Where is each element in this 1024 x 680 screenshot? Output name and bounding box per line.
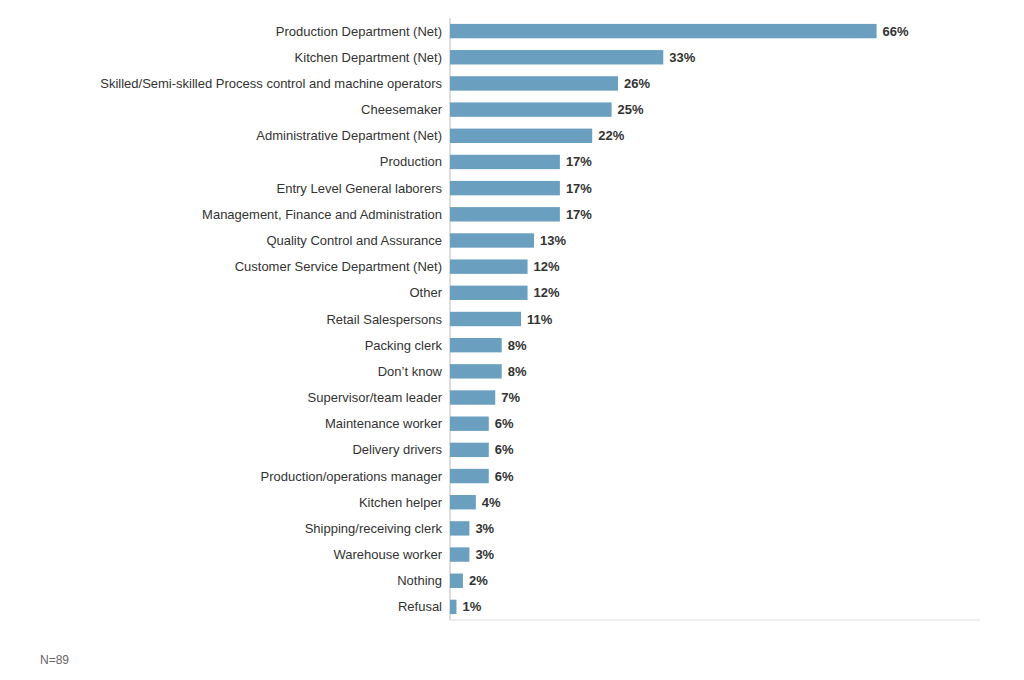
data-label: 22% <box>598 128 624 143</box>
bar <box>450 547 469 561</box>
bar <box>450 364 502 378</box>
bar <box>450 416 489 430</box>
bar <box>450 286 528 300</box>
data-label: 17% <box>566 181 592 196</box>
data-labels: 66%33%26%25%22%17%17%17%13%12%12%11%8%8%… <box>462 24 909 615</box>
data-label: 6% <box>495 442 514 457</box>
bars <box>450 24 877 614</box>
data-label: 13% <box>540 233 566 248</box>
annotation: N=89 <box>40 653 69 667</box>
bar <box>450 390 495 404</box>
category-label: Cheesemaker <box>361 102 443 117</box>
category-label: Packing clerk <box>365 338 443 353</box>
bar <box>450 443 489 457</box>
data-label: 66% <box>883 24 909 39</box>
data-label: 26% <box>624 76 650 91</box>
data-label: 12% <box>534 259 560 274</box>
data-label: 8% <box>508 338 527 353</box>
bar <box>450 600 456 614</box>
bar <box>450 259 528 273</box>
category-label: Supervisor/team leader <box>308 390 443 405</box>
y-tick-labels: Production Department (Net) Kitchen Depar… <box>100 24 442 615</box>
category-label: Customer Service Department (Net) <box>235 259 442 274</box>
plot-area <box>450 18 980 620</box>
category-label: Shipping/receiving clerk <box>305 521 443 536</box>
bar <box>450 102 612 116</box>
bar <box>450 521 469 535</box>
category-label: Production <box>380 154 442 169</box>
category-label: Production Department (Net) <box>276 24 442 39</box>
bar <box>450 24 877 38</box>
data-label: 8% <box>508 364 527 379</box>
category-label: Warehouse worker <box>333 547 442 562</box>
category-label: Entry Level General laborers <box>277 181 443 196</box>
data-label: 33% <box>669 50 695 65</box>
data-label: 17% <box>566 154 592 169</box>
bar <box>450 155 560 169</box>
category-label: Don’t know <box>378 364 443 379</box>
category-label: Maintenance worker <box>325 416 443 431</box>
category-label: Management, Finance and Administration <box>202 207 442 222</box>
bar <box>450 312 521 326</box>
bar <box>450 129 592 143</box>
data-label: 1% <box>462 599 481 614</box>
category-label: Delivery drivers <box>352 442 442 457</box>
bar <box>450 76 618 90</box>
bar <box>450 338 502 352</box>
data-label: 11% <box>527 312 553 327</box>
bar <box>450 207 560 221</box>
chart-container: Production Department (Net) Kitchen Depar… <box>0 0 1024 680</box>
category-label: Refusal <box>398 599 442 614</box>
data-label: 2% <box>469 573 488 588</box>
category-label: Retail Salespersons <box>326 312 442 327</box>
x-axis-line <box>450 620 980 621</box>
data-label: 12% <box>534 285 560 300</box>
data-label: 6% <box>495 416 514 431</box>
data-label: 17% <box>566 207 592 222</box>
category-label: Quality Control and Assurance <box>266 233 442 248</box>
category-label: Kitchen Department (Net) <box>295 50 442 65</box>
bar <box>450 50 663 64</box>
bar <box>450 469 489 483</box>
category-label: Production/operations manager <box>261 469 443 484</box>
bar <box>450 574 463 588</box>
bar <box>450 495 476 509</box>
category-label: Skilled/Semi-skilled Process control and… <box>100 76 442 91</box>
data-label: 7% <box>501 390 520 405</box>
chart-svg: Production Department (Net) Kitchen Depar… <box>0 0 1024 680</box>
data-label: 25% <box>618 102 644 117</box>
data-label: 3% <box>475 547 494 562</box>
bar <box>450 181 560 195</box>
category-label: Other <box>409 285 442 300</box>
data-label: 3% <box>475 521 494 536</box>
data-label: 4% <box>482 495 501 510</box>
bar <box>450 233 534 247</box>
category-label: Kitchen helper <box>359 495 443 510</box>
category-label: Administrative Department (Net) <box>256 128 442 143</box>
category-label: Nothing <box>397 573 442 588</box>
data-label: 6% <box>495 469 514 484</box>
